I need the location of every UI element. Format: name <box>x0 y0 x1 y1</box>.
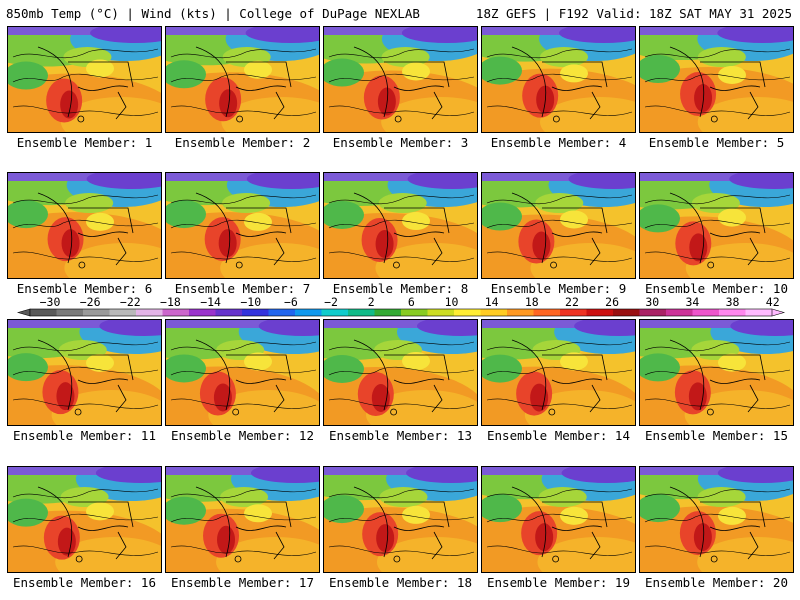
colorbar-swatch <box>109 309 137 316</box>
colorbar-swatch <box>454 309 481 316</box>
colorbar-tick-label: 14 <box>485 296 499 309</box>
ensemble-member-label: Ensemble Member: 10 <box>645 281 788 296</box>
colorbar-swatch <box>374 309 402 316</box>
ensemble-member-label: Ensemble Member: 2 <box>174 135 311 150</box>
colorbar-swatch <box>56 309 84 316</box>
ensemble-member-map <box>7 319 162 426</box>
ensemble-member-map <box>481 26 636 133</box>
colorbar-tick-label: −18 <box>160 296 181 309</box>
colorbar-tick-label: 38 <box>726 296 740 309</box>
colorbar-swatch <box>268 309 296 316</box>
chart-header-right: 18Z GEFS | F192 Valid: 18Z SAT MAY 31 20… <box>475 6 792 21</box>
ensemble-member-map <box>7 26 162 133</box>
chart-header-left: 850mb Temp (°C) | Wind (kts) | College o… <box>6 6 420 21</box>
colorbar-tick-label: −6 <box>284 296 298 309</box>
ensemble-member-map <box>481 466 636 573</box>
ensemble-member-label: Ensemble Member: 18 <box>329 575 472 590</box>
colorbar-swatch <box>745 309 773 316</box>
ensemble-member-label: Ensemble Member: 4 <box>490 135 627 150</box>
ensemble-member-label: Ensemble Member: 5 <box>648 135 785 150</box>
ensemble-member-label: Ensemble Member: 19 <box>487 575 630 590</box>
colorbar-swatch <box>348 309 375 316</box>
colorbar-swatch <box>613 309 640 316</box>
ensemble-member-map <box>323 466 478 573</box>
colorbar-tick-label: 42 <box>766 296 780 309</box>
colorbar-right-arrow <box>771 308 786 317</box>
colorbar-tick-label: −10 <box>240 296 261 309</box>
ensemble-member-map <box>639 466 794 573</box>
colorbar-swatch <box>30 309 57 316</box>
ensemble-member-map <box>481 319 636 426</box>
ensemble-member-map <box>7 172 162 279</box>
ensemble-member-label: Ensemble Member: 3 <box>332 135 469 150</box>
colorbar-tick-label: 22 <box>565 296 579 309</box>
ensemble-member-map <box>165 466 320 573</box>
ensemble-member-map <box>165 26 320 133</box>
ensemble-member-map <box>639 319 794 426</box>
ensemble-member-map <box>639 26 794 133</box>
ensemble-member-map <box>323 319 478 426</box>
colorbar-swatch <box>189 309 216 316</box>
colorbar-swatch <box>639 309 667 316</box>
colorbar-tick-label: 10 <box>445 296 459 309</box>
ensemble-member-label: Ensemble Member: 9 <box>490 281 627 296</box>
ensemble-member-map <box>639 172 794 279</box>
colorbar-swatch <box>719 309 746 316</box>
colorbar-swatch <box>295 309 322 316</box>
ensemble-member-label: Ensemble Member: 6 <box>16 281 153 296</box>
colorbar-tick-label: −14 <box>200 296 221 309</box>
colorbar-tick-label: 2 <box>368 296 375 309</box>
colorbar-swatch <box>560 309 587 316</box>
ensemble-member-label: Ensemble Member: 15 <box>645 428 788 443</box>
colorbar-tick-label: 34 <box>685 296 699 309</box>
colorbar-tick-label: −2 <box>324 296 338 309</box>
ensemble-member-label: Ensemble Member: 1 <box>16 135 153 150</box>
temperature-colorbar: −30 −26 −22 −18 −14 −10 −6 −2 2 6 10 14 18 22 26 30 34 38… <box>16 296 786 317</box>
ensemble-member-map <box>165 319 320 426</box>
colorbar-tick-label: 30 <box>645 296 659 309</box>
colorbar-swatch <box>586 309 614 316</box>
ensemble-member-map <box>323 172 478 279</box>
colorbar-swatch <box>427 309 455 316</box>
ensemble-member-label: Ensemble Member: 17 <box>171 575 314 590</box>
ensemble-member-label: Ensemble Member: 16 <box>13 575 156 590</box>
colorbar-swatch <box>136 309 163 316</box>
colorbar-swatch <box>242 309 269 316</box>
colorbar-tick-label: 6 <box>408 296 415 309</box>
colorbar-left-arrow <box>16 308 31 317</box>
ensemble-member-map <box>481 172 636 279</box>
colorbar-swatch <box>692 309 720 316</box>
ensemble-member-map <box>323 26 478 133</box>
ensemble-member-label: Ensemble Member: 20 <box>645 575 788 590</box>
ensemble-member-label: Ensemble Member: 11 <box>13 428 156 443</box>
ensemble-member-label: Ensemble Member: 12 <box>171 428 314 443</box>
colorbar-swatch <box>507 309 534 316</box>
ensemble-member-label: Ensemble Member: 14 <box>487 428 630 443</box>
colorbar-swatch <box>321 309 349 316</box>
colorbar-swatch <box>215 309 243 316</box>
colorbar-tick-label: 26 <box>605 296 619 309</box>
colorbar-swatch <box>83 309 110 316</box>
colorbar-swatch <box>533 309 561 316</box>
colorbar-swatch <box>666 309 693 316</box>
colorbar-swatch <box>162 309 190 316</box>
colorbar-tick-label: −26 <box>80 296 101 309</box>
colorbar-swatch <box>401 309 428 316</box>
colorbar-tick-label: −30 <box>40 296 61 309</box>
colorbar-tick-label: −22 <box>120 296 141 309</box>
colorbar-tick-label: 18 <box>525 296 539 309</box>
ensemble-member-label: Ensemble Member: 13 <box>329 428 472 443</box>
ensemble-member-map <box>7 466 162 573</box>
colorbar-swatch <box>480 309 508 316</box>
ensemble-member-label: Ensemble Member: 7 <box>174 281 311 296</box>
ensemble-member-map <box>165 172 320 279</box>
ensemble-member-label: Ensemble Member: 8 <box>332 281 469 296</box>
